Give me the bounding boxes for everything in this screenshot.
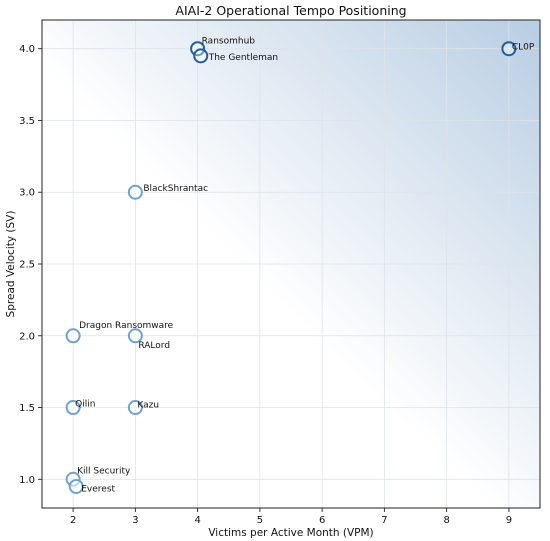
y-tick-label: 2.0 bbox=[19, 331, 35, 342]
x-tick-label: 5 bbox=[257, 515, 263, 526]
scatter-point bbox=[68, 478, 84, 494]
y-tick-label: 1.5 bbox=[19, 403, 35, 414]
point-label: Ransomhub bbox=[202, 37, 256, 47]
x-tick-label: 2 bbox=[70, 515, 76, 526]
x-tick-label: 8 bbox=[443, 515, 449, 526]
point-label: CL0P bbox=[512, 43, 535, 53]
y-tick-label: 4.0 bbox=[19, 44, 35, 55]
y-tick-label: 3.0 bbox=[19, 188, 35, 199]
scatter-point bbox=[193, 48, 209, 64]
point-label: Kazu bbox=[137, 401, 159, 411]
y-tick-label: 2.5 bbox=[19, 260, 35, 271]
point-label: Everest bbox=[81, 484, 115, 494]
point-label: Dragon Ransomware bbox=[79, 321, 174, 331]
x-axis-label: Victims per Active Month (VPM) bbox=[208, 527, 373, 539]
scatter-point bbox=[65, 328, 81, 344]
scatter-point bbox=[127, 328, 143, 344]
y-tick-label: 1.0 bbox=[19, 475, 35, 486]
point-label: BlackShrantac bbox=[143, 184, 208, 194]
point-label: Kill Security bbox=[77, 466, 131, 476]
point-label: Qilin bbox=[75, 400, 95, 410]
x-axis-ticks: 2 3 4 5 6 7 8 9 bbox=[70, 508, 512, 526]
grid-lines bbox=[42, 20, 540, 508]
data-points bbox=[65, 41, 517, 494]
scatter-point bbox=[127, 184, 143, 200]
x-tick-label: 7 bbox=[381, 515, 387, 526]
point-label: RALord bbox=[138, 341, 170, 351]
x-tick-label: 3 bbox=[132, 515, 138, 526]
scatter-point bbox=[501, 41, 517, 57]
y-axis-ticks: 1.0 1.5 2.0 2.5 3.0 3.5 4.0 bbox=[19, 44, 42, 486]
point-labels: CL0P Ransomhub The Gentleman BlackShrantac D… bbox=[75, 37, 535, 495]
scatter-point bbox=[65, 400, 81, 416]
y-tick-label: 3.5 bbox=[19, 116, 35, 127]
x-tick-label: 6 bbox=[319, 515, 325, 526]
x-tick-label: 9 bbox=[506, 515, 512, 526]
chart-title: AIAI-2 Operational Tempo Positioning bbox=[175, 3, 406, 18]
x-tick-label: 4 bbox=[194, 515, 200, 526]
y-axis-label: Spread Velocity (SV) bbox=[5, 211, 17, 318]
point-label: The Gentleman bbox=[208, 53, 278, 63]
scatter-point bbox=[127, 400, 143, 416]
